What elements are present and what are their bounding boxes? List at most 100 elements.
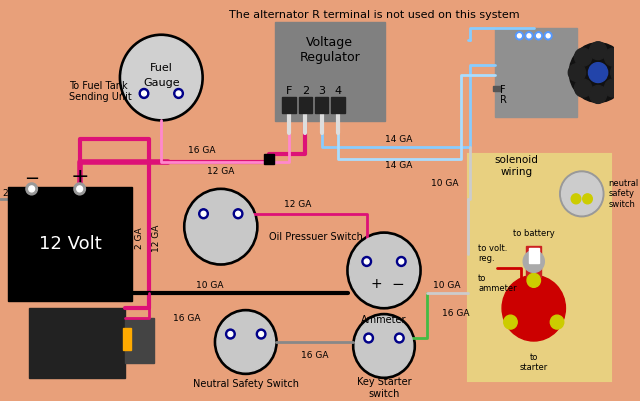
Circle shape — [362, 257, 371, 266]
Circle shape — [366, 336, 371, 340]
Text: 10 GA: 10 GA — [431, 179, 459, 188]
Text: R: R — [500, 95, 507, 105]
Circle shape — [198, 209, 209, 219]
Text: 16 GA: 16 GA — [301, 351, 328, 360]
Circle shape — [353, 314, 415, 378]
Circle shape — [516, 32, 524, 40]
Text: Voltage
Regulator: Voltage Regulator — [300, 36, 360, 64]
Circle shape — [525, 32, 533, 40]
Circle shape — [611, 64, 628, 81]
Text: Ammeter: Ammeter — [361, 315, 407, 325]
Text: 4: 4 — [334, 87, 342, 97]
Text: Neutral Safety Switch: Neutral Safety Switch — [193, 379, 299, 389]
Text: Gauge: Gauge — [143, 77, 180, 87]
Bar — [282, 97, 296, 113]
Text: +: + — [371, 277, 382, 292]
Circle shape — [399, 259, 404, 264]
Circle shape — [568, 64, 586, 81]
Circle shape — [217, 312, 275, 372]
Circle shape — [604, 79, 621, 97]
Text: 16 GA: 16 GA — [442, 309, 469, 318]
Text: Key Starter
switch: Key Starter switch — [356, 377, 412, 399]
Circle shape — [518, 34, 521, 38]
Circle shape — [225, 329, 236, 339]
Text: solenoid
wiring: solenoid wiring — [495, 155, 538, 177]
Text: To Fuel Tank
Sending Unit: To Fuel Tank Sending Unit — [69, 81, 132, 102]
Circle shape — [504, 315, 517, 329]
Circle shape — [201, 211, 206, 216]
Circle shape — [184, 189, 257, 264]
Circle shape — [562, 173, 602, 215]
Text: 12 GA: 12 GA — [207, 167, 234, 176]
Circle shape — [29, 186, 35, 192]
Circle shape — [364, 333, 374, 343]
Text: 14 GA: 14 GA — [385, 161, 412, 170]
Circle shape — [74, 183, 86, 195]
Text: 3: 3 — [318, 87, 325, 97]
Circle shape — [527, 273, 540, 288]
Circle shape — [349, 235, 419, 306]
Bar — [495, 28, 577, 117]
Circle shape — [174, 89, 184, 98]
Circle shape — [140, 89, 149, 98]
Circle shape — [589, 85, 607, 103]
Circle shape — [394, 333, 404, 343]
Circle shape — [236, 211, 241, 216]
Circle shape — [259, 332, 264, 336]
Text: 2 GA: 2 GA — [134, 228, 144, 249]
Bar — [29, 308, 125, 378]
Text: F: F — [500, 85, 506, 95]
Text: to
ammeter: to ammeter — [478, 273, 516, 293]
Text: 16 GA: 16 GA — [173, 314, 200, 323]
Circle shape — [550, 315, 564, 329]
Text: 12 Volt: 12 Volt — [38, 235, 102, 253]
Text: 10 GA: 10 GA — [196, 281, 223, 290]
Circle shape — [527, 34, 531, 38]
Text: Fuel: Fuel — [150, 63, 173, 73]
Bar — [264, 154, 274, 164]
Bar — [529, 247, 539, 263]
Circle shape — [186, 191, 255, 263]
Circle shape — [122, 37, 201, 118]
Circle shape — [572, 194, 581, 204]
Circle shape — [588, 63, 608, 83]
Circle shape — [524, 251, 544, 272]
Text: −: − — [391, 277, 404, 292]
Text: to battery: to battery — [513, 229, 555, 238]
Circle shape — [559, 171, 604, 217]
Circle shape — [589, 42, 607, 60]
Circle shape — [536, 34, 540, 38]
Text: 12 GA: 12 GA — [152, 225, 161, 252]
Text: Oil Pressuer Switch: Oil Pressuer Switch — [269, 232, 363, 242]
Circle shape — [575, 79, 592, 97]
Text: 14 GA: 14 GA — [385, 135, 412, 144]
Circle shape — [544, 32, 552, 40]
Text: neutral
safety
switch: neutral safety switch — [609, 179, 639, 209]
Circle shape — [364, 259, 369, 264]
Text: The alternator R terminal is not used on this system: The alternator R terminal is not used on… — [229, 10, 520, 20]
Circle shape — [77, 186, 83, 192]
Bar — [125, 318, 154, 363]
Bar — [468, 154, 611, 381]
Bar — [493, 87, 501, 91]
Circle shape — [256, 329, 266, 339]
Text: 10 GA: 10 GA — [433, 281, 460, 290]
Circle shape — [141, 91, 147, 96]
Bar — [526, 245, 541, 277]
Bar — [123, 328, 131, 350]
Circle shape — [397, 336, 402, 340]
Bar — [8, 187, 132, 301]
Circle shape — [120, 35, 202, 120]
Text: 16 GA: 16 GA — [188, 146, 215, 155]
Text: 2 GA: 2 GA — [3, 189, 24, 198]
Bar — [298, 97, 312, 113]
Circle shape — [228, 332, 233, 336]
Circle shape — [534, 32, 543, 40]
Text: +: + — [70, 167, 89, 187]
Circle shape — [215, 310, 276, 374]
Circle shape — [547, 34, 550, 38]
Text: −: − — [24, 170, 39, 188]
Circle shape — [570, 43, 627, 102]
Circle shape — [348, 233, 420, 308]
Bar — [332, 97, 344, 113]
